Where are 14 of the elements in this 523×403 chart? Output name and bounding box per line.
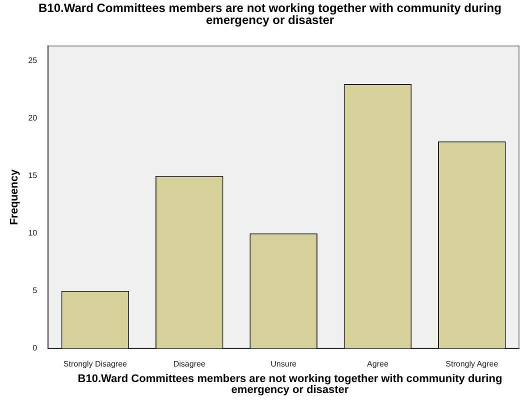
y-tick-label: 5: [32, 286, 38, 296]
x-tick-label: Strongly Disagree: [63, 359, 128, 368]
x-tick-label: Disagree: [173, 359, 206, 368]
chart-title: B10.Ward Committees members are not working together with community during emergency or disaster: [38, 1, 502, 27]
y-tick-label: 25: [28, 56, 38, 66]
y-tick-label: 10: [28, 228, 38, 238]
y-tick-label: 15: [28, 171, 38, 180]
x-tick-label: Strongly Agree: [446, 359, 499, 368]
y-tick-label: 20: [28, 114, 38, 123]
y-axis-title: Frequency: [8, 168, 21, 226]
x-tick-label: Unsure: [270, 359, 297, 368]
y-tick-label: 0: [32, 344, 38, 353]
x-axis-title: B10.Ward Committees members are not working together with community during emergency or disaster: [76, 373, 504, 396]
x-tick-label: Agree: [367, 359, 389, 368]
